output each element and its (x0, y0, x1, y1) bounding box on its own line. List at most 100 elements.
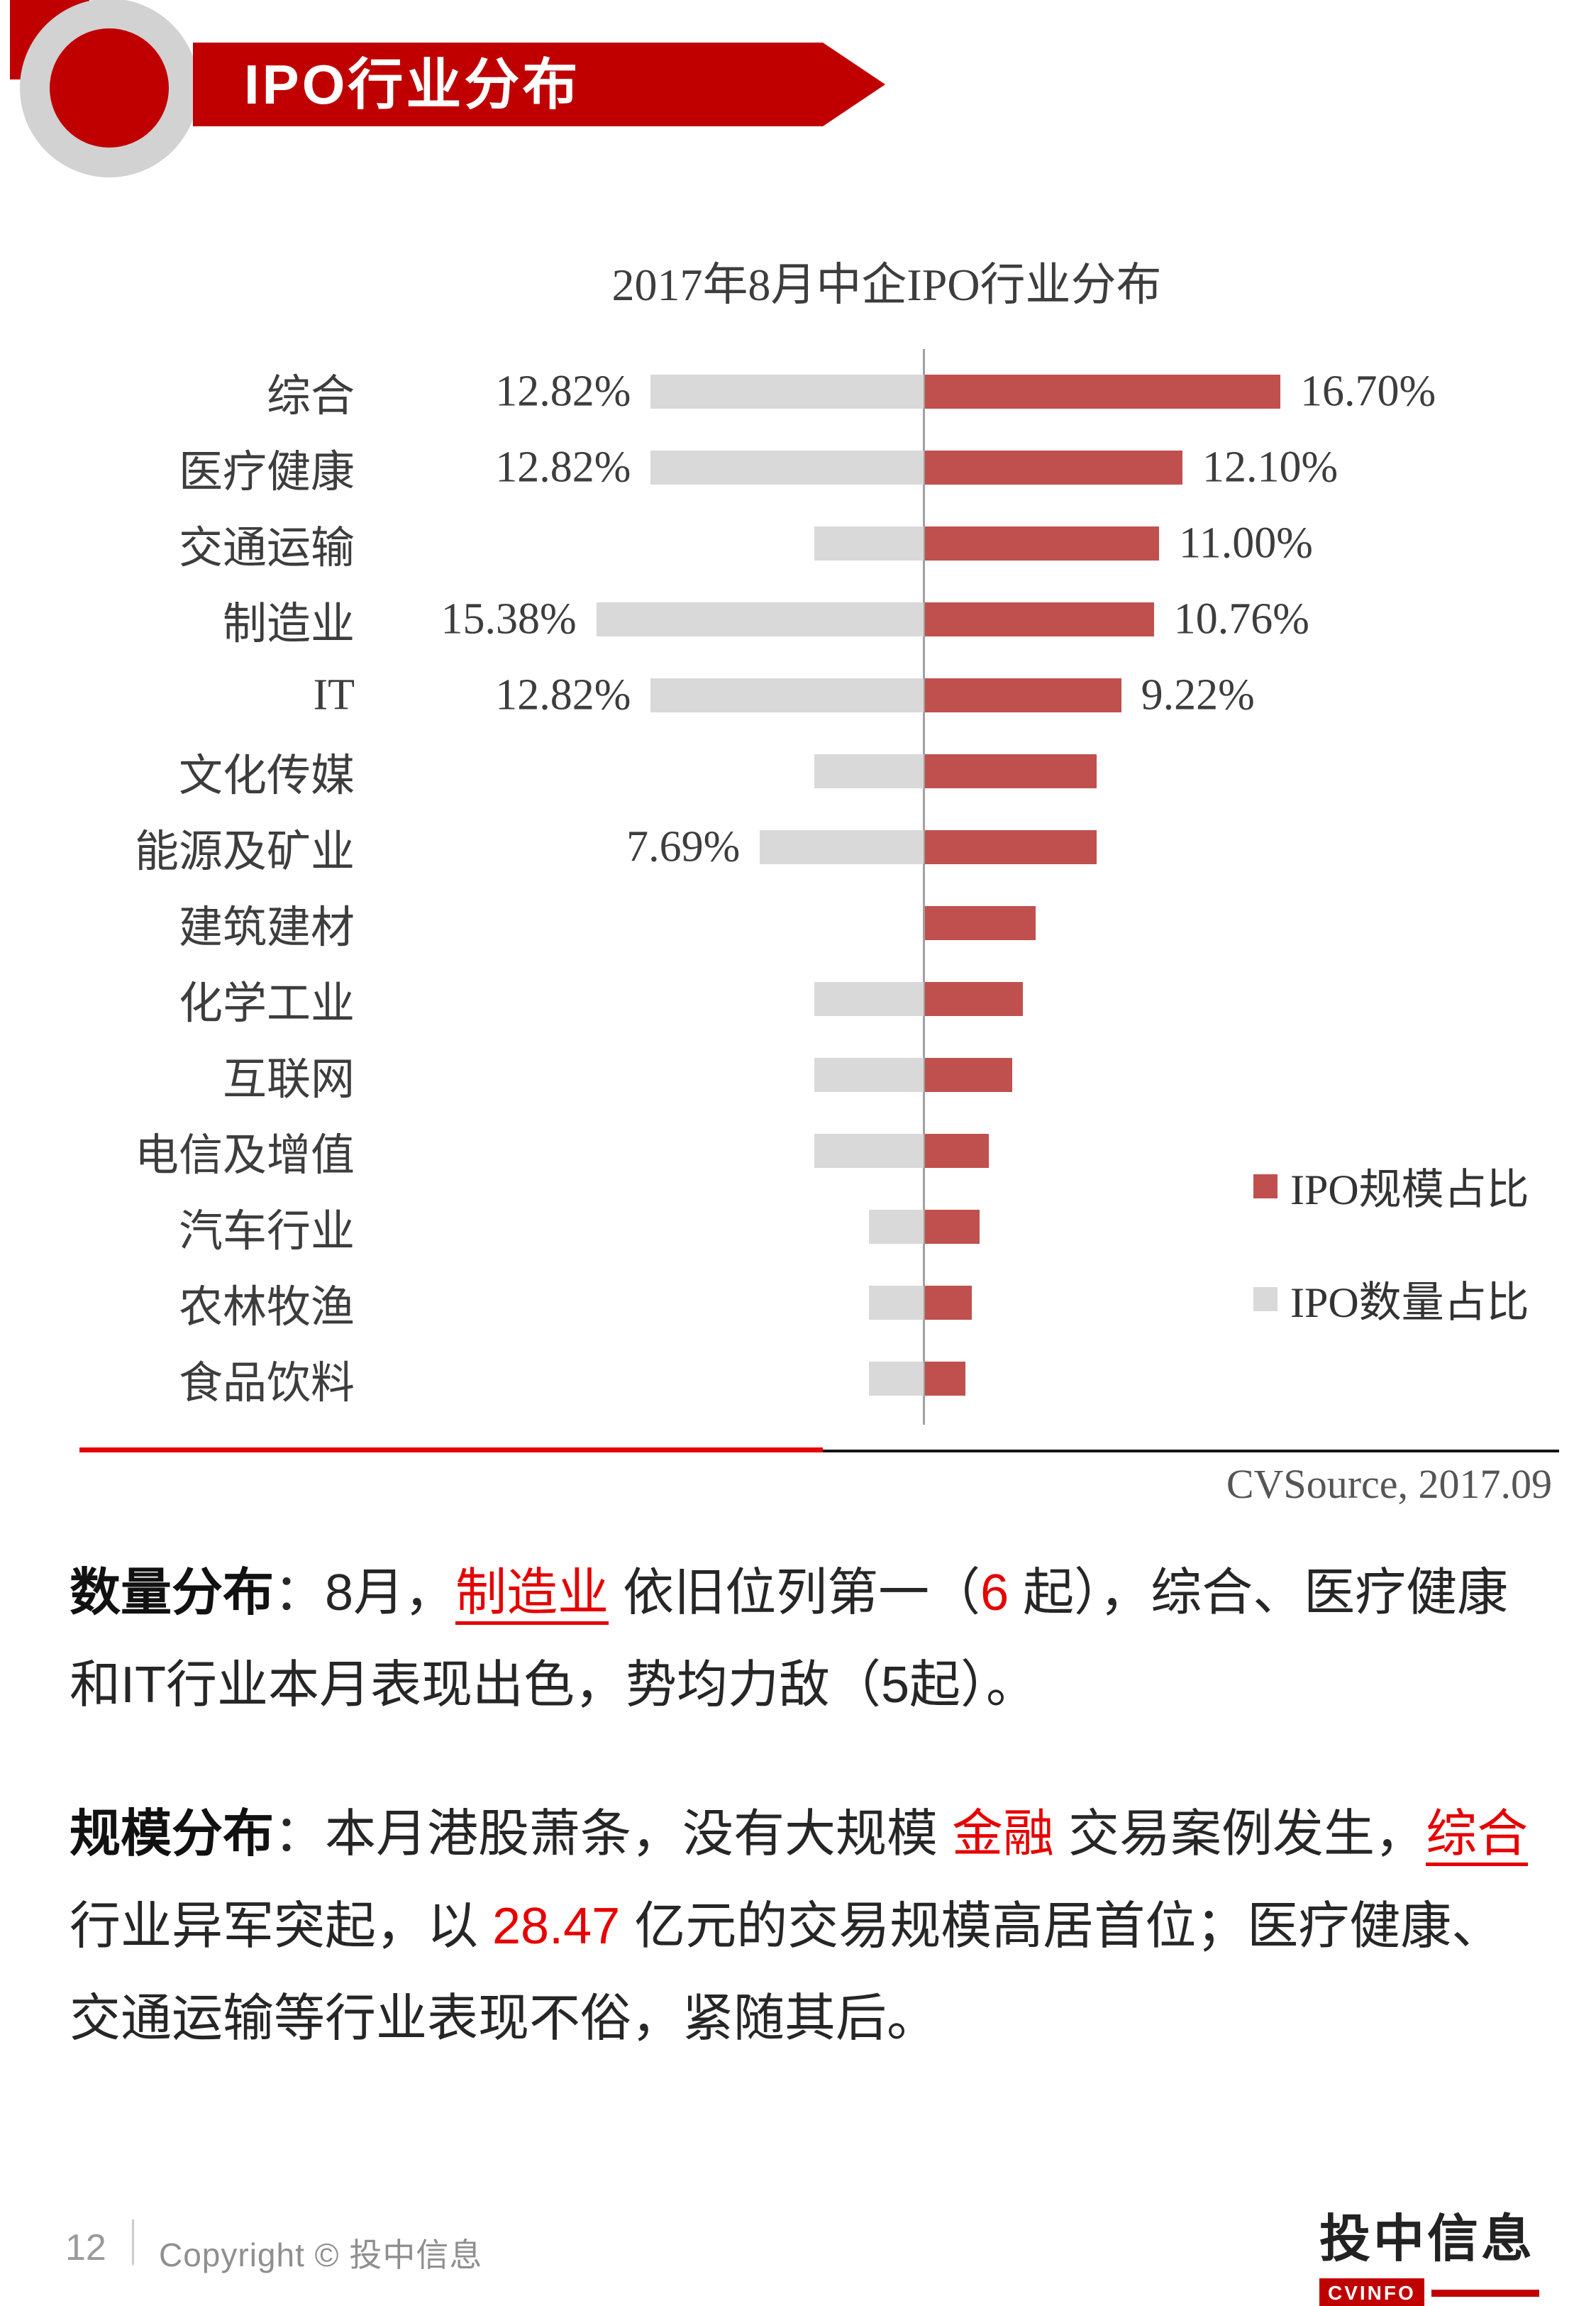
legend-swatch (1253, 1286, 1278, 1311)
logo-chinese-text: 投中信息 (1319, 2211, 1536, 2268)
category-label: 化学工业 (178, 979, 355, 1028)
count-value-label: 12.82% (495, 367, 631, 415)
count-bar (814, 981, 924, 1016)
count-value-label: 12.82% (495, 671, 631, 719)
footer-divider (132, 2219, 134, 2265)
text-segment: 综合 (1426, 1806, 1529, 1866)
paragraph-scale-distribution: 规模分布：本月港股萧条，没有大规模 金融 交易案例发生，综合 行业异军突起，以 … (70, 1788, 1531, 2065)
count-bar (869, 1209, 924, 1244)
category-label: 汽车行业 (178, 1207, 355, 1256)
scale-bar (925, 1133, 989, 1168)
scale-bar (925, 526, 1159, 561)
chart-row: 食品饮料 (71, 1340, 1525, 1416)
header-circle-decoration (20, 0, 199, 177)
count-bar (869, 1361, 924, 1396)
scale-bar (925, 1285, 972, 1320)
category-label: 综合 (266, 372, 355, 421)
chart-row: 农林牧渔 (71, 1264, 1525, 1340)
scale-bar (925, 829, 1097, 864)
section-title: IPO行业分布 (244, 53, 581, 116)
text-segment: 行业异军突起，以 (70, 1898, 493, 1955)
chart-legend: IPO规模占比 IPO数量占比 (1253, 1155, 1529, 1381)
scale-bar (925, 678, 1121, 712)
copyright-text: Copyright © 投中信息 (159, 2236, 483, 2273)
count-bar (596, 602, 924, 636)
text-segment: ：8月， (274, 1565, 456, 1621)
chart-row: 建筑建材 (71, 885, 1525, 961)
category-label: 建筑建材 (178, 903, 355, 952)
text-segment: 依旧位列第一（ (609, 1565, 981, 1621)
count-bar (814, 1133, 924, 1168)
scale-bar (925, 981, 1023, 1016)
scale-bar (925, 1361, 965, 1396)
chart-row: 医疗健康 12.82% 12.10% (71, 429, 1525, 505)
category-label: 医疗健康 (178, 448, 355, 497)
count-value-label: 12.82% (495, 443, 631, 491)
count-bar (814, 526, 924, 561)
scale-value-label: 12.10% (1202, 443, 1339, 491)
text-segment: 数量分布 (70, 1565, 275, 1621)
text-segment: 金融 (952, 1806, 1055, 1863)
text-segment: ：本月港股萧条，没有大规模 (274, 1806, 953, 1863)
count-bar (869, 1285, 924, 1320)
chart-row: 制造业 15.38% 10.76% (71, 581, 1525, 657)
chart-rows: IPO规模占比 IPO数量占比 综合 12.82% 16.70% 医疗健康 12.82% 1… (71, 349, 1529, 1425)
count-bar (760, 829, 924, 864)
chart-row: 能源及矿业 7.69% (71, 809, 1525, 885)
paragraph-quantity-distribution: 数量分布：8月，制造业 依旧位列第一（6 起），综合、医疗健康和IT行业本月表现… (70, 1547, 1531, 1731)
category-label: 文化传媒 (178, 751, 355, 800)
category-label: 食品饮料 (178, 1359, 355, 1408)
scale-value-label: 10.76% (1173, 595, 1309, 643)
text-segment: 制造业 (455, 1565, 609, 1625)
category-label: IT (313, 671, 355, 719)
text-segment: 规模分布 (70, 1806, 275, 1863)
logo-red-line (1431, 2290, 1539, 2297)
scale-bar (925, 602, 1154, 636)
text-segment: 28.47 (492, 1898, 621, 1955)
category-label: 农林牧渔 (178, 1283, 355, 1332)
scale-bar (925, 1209, 980, 1244)
text-segment: 6 (980, 1565, 1009, 1621)
count-bar (814, 1057, 924, 1092)
chart-axis-line (923, 349, 925, 1425)
legend-label: IPO数量占比 (1290, 1279, 1529, 1326)
chart-row: IT 12.82% 9.22% (71, 657, 1525, 733)
chart-row: 电信及增值 (71, 1113, 1525, 1188)
count-bar (650, 374, 924, 409)
divider-black (823, 1450, 1559, 1452)
legend-label: IPO规模占比 (1290, 1166, 1529, 1213)
section-title-banner: IPO行业分布 (193, 43, 885, 126)
chart-row: 互联网 (71, 1037, 1525, 1113)
category-label: 能源及矿业 (134, 827, 355, 876)
header-circle-inner (50, 28, 169, 148)
category-label: 制造业 (222, 600, 355, 649)
count-bar (650, 678, 924, 712)
scale-value-label: 9.22% (1141, 671, 1255, 719)
text-segment: 起），综合、医疗健康和IT行业本月表现出色，势均力敌（5起）。 (70, 1565, 1509, 1714)
legend-item: IPO数量占比 (1253, 1268, 1529, 1330)
company-logo: 投中信息 CVINFO (1319, 2197, 1539, 2306)
category-label: 电信及增值 (134, 1131, 355, 1180)
count-bar (814, 754, 924, 788)
legend-item: IPO规模占比 (1253, 1155, 1529, 1217)
scale-bar (925, 374, 1280, 409)
chart-title: 2017年8月中企IPO行业分布 (611, 260, 1162, 310)
page-number: 12 (65, 2227, 106, 2268)
chart-row: 汽车行业 (71, 1188, 1525, 1264)
logo-english-text: CVINFO (1319, 2278, 1424, 2306)
category-label: 交通运输 (178, 524, 355, 573)
chart-row: 化学工业 (71, 961, 1525, 1037)
analysis-text: 数量分布：8月，制造业 依旧位列第一（6 起），综合、医疗健康和IT行业本月表现… (70, 1547, 1531, 2122)
scale-bar (925, 450, 1182, 485)
scale-value-label: 16.70% (1300, 367, 1436, 415)
category-label: 互联网 (222, 1055, 355, 1104)
chart-row: 交通运输 11.00% (71, 505, 1525, 581)
chart-row: 文化传媒 (71, 733, 1525, 809)
chart-row: 综合 12.82% 16.70% (71, 353, 1525, 429)
count-bar (650, 450, 924, 485)
logo-bottom-row: CVINFO (1319, 2278, 1539, 2306)
divider-red (79, 1447, 823, 1452)
legend-swatch (1253, 1174, 1278, 1198)
count-value-label: 15.38% (440, 595, 577, 643)
